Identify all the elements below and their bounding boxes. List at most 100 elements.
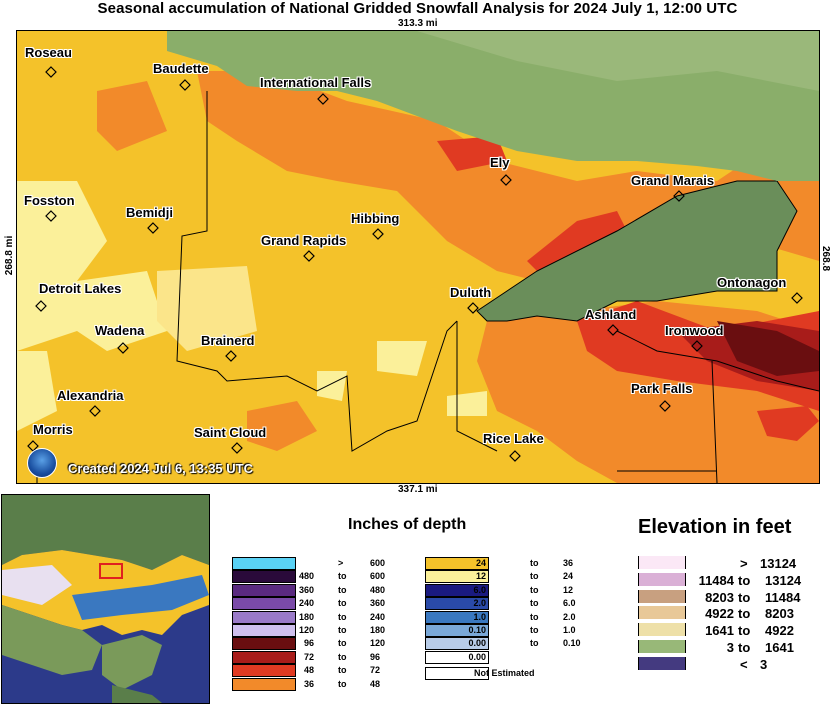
elevation-range-sep: to — [738, 623, 751, 639]
city-label: Grand Rapids — [261, 233, 347, 248]
legend-range-low: 96 — [303, 638, 314, 649]
legend-range-sep: to — [338, 651, 347, 662]
city-label: Park Falls — [631, 381, 693, 396]
legend-range-low: 12 — [475, 571, 486, 582]
legend-range-low: 1.0 — [473, 611, 486, 622]
legend-range-low: 0.00 — [468, 651, 486, 662]
legend-range-sep: to — [530, 571, 539, 582]
city-label: Grand Marais — [631, 173, 715, 188]
legend-range-low: 360 — [298, 584, 314, 595]
elevation-range-high: 13124 — [760, 556, 797, 571]
city-label: Baudette — [153, 61, 209, 76]
legend-swatch — [425, 597, 489, 611]
legend-not-estimated-label: Not Estimated — [474, 668, 535, 678]
legend-range-low: 48 — [303, 665, 314, 676]
elevation-legend-title: Elevation in feet — [638, 516, 792, 538]
legend-range-high: 180 — [370, 625, 386, 635]
city-label: Ashland — [585, 307, 637, 322]
legend-swatch — [425, 650, 489, 664]
legend-range-sep: > — [338, 558, 344, 568]
city-label: Ely — [490, 155, 510, 170]
legend-range-sep: to — [338, 625, 347, 635]
elevation-range-sep: to — [738, 589, 751, 605]
legend-range-high: 120 — [370, 638, 386, 649]
inset-overview-graphic — [2, 495, 209, 703]
city-label: Wadena — [95, 323, 145, 338]
legend-range-high: 0.10 — [563, 638, 581, 649]
legend-range-low: 72 — [303, 651, 314, 662]
city-label: Alexandria — [57, 388, 124, 403]
scale-top: 313.3 mi — [398, 18, 438, 29]
city-label: Duluth — [450, 285, 492, 300]
legend-range-low: 240 — [298, 598, 314, 609]
elevation-range-sep: < — [740, 656, 748, 672]
legend-swatch — [232, 583, 296, 597]
legend-range-sep: to — [338, 571, 347, 582]
elevation-range-sep: to — [738, 606, 751, 622]
elevation-range-sep: > — [740, 556, 748, 571]
legend-range-high: 600 — [370, 558, 386, 568]
legend-range-high: 2.0 — [563, 611, 576, 622]
elevation-range-low: 8203 — [705, 589, 734, 605]
scale-left: 268.8 mi — [4, 235, 16, 276]
inset-overview-map — [1, 494, 210, 704]
city-label: Morris — [33, 422, 73, 437]
city-label: International Falls — [260, 75, 372, 90]
snowfall-map-graphic — [17, 31, 819, 483]
elevation-range-low: 3 — [726, 640, 734, 655]
created-timestamp: Created 2024 Jul 6, 13:35 UTC — [68, 461, 253, 476]
legend-range-high: 36 — [563, 558, 574, 568]
elevation-range-high: 11484 — [765, 589, 801, 605]
legend-range-low: 2.0 — [473, 598, 486, 609]
city-label: Hibbing — [351, 211, 400, 226]
city-label: Ironwood — [665, 323, 724, 338]
legend-swatch — [425, 583, 489, 597]
legend-range-low: 120 — [298, 625, 314, 635]
city-label: Detroit Lakes — [39, 281, 122, 296]
legend-swatch — [425, 557, 489, 570]
city-label: Fosston — [24, 193, 75, 208]
elevation-range-high: 8203 — [765, 606, 794, 622]
legend-range-sep: to — [530, 638, 539, 649]
city-label: Roseau — [25, 45, 72, 60]
elevation-swatch — [638, 623, 686, 637]
legend-range-high: 72 — [370, 665, 381, 676]
legend-range-high: 600 — [370, 571, 386, 582]
snowfall-map[interactable]: Roseau Baudette International Falls Ely … — [16, 30, 820, 484]
legend-range-high: 6.0 — [563, 598, 576, 609]
legend-range-low: 480 — [298, 571, 314, 582]
legend-swatch — [232, 624, 296, 637]
legend-swatch — [232, 570, 296, 584]
legend-range-low: 0.10 — [468, 625, 486, 635]
legend-range-high: 480 — [370, 584, 386, 595]
legend-swatch — [425, 624, 489, 637]
elevation-range-high: 3 — [760, 656, 768, 672]
legend-range-sep: to — [530, 598, 539, 609]
city-label: Saint Cloud — [194, 425, 267, 440]
city-label: Rice Lake — [483, 431, 544, 446]
legend-swatch — [425, 610, 489, 624]
elevation-range-low: 4922 — [705, 606, 734, 622]
legend-swatch — [232, 650, 296, 664]
legend-range-high: 24 — [563, 571, 574, 582]
legend-swatch-not-estimated — [425, 667, 489, 680]
legend-swatch — [232, 597, 296, 611]
legend-range-sep: to — [530, 558, 539, 568]
legend-range-high: 1.0 — [563, 625, 576, 635]
elevation-swatch — [638, 589, 686, 603]
legend-range-high: 96 — [370, 651, 381, 662]
legend-swatch — [232, 677, 296, 691]
elevation-swatch — [638, 640, 686, 653]
map-title: Seasonal accumulation of National Gridde… — [97, 0, 738, 17]
legend-range-sep: to — [338, 638, 347, 649]
legend-range-sep: to — [530, 625, 539, 635]
legend-range-low: 24 — [475, 558, 486, 568]
legend-range-sep: to — [530, 584, 539, 595]
legend-range-high: 12 — [563, 584, 574, 595]
legend-range-sep: to — [338, 598, 347, 609]
legend-swatch — [232, 557, 296, 570]
city-label: Ontonagon — [717, 275, 787, 290]
elevation-swatch — [638, 606, 686, 620]
legend-range-low: 0.00 — [468, 638, 486, 649]
depth-legend-title: Inches of depth — [348, 516, 467, 533]
